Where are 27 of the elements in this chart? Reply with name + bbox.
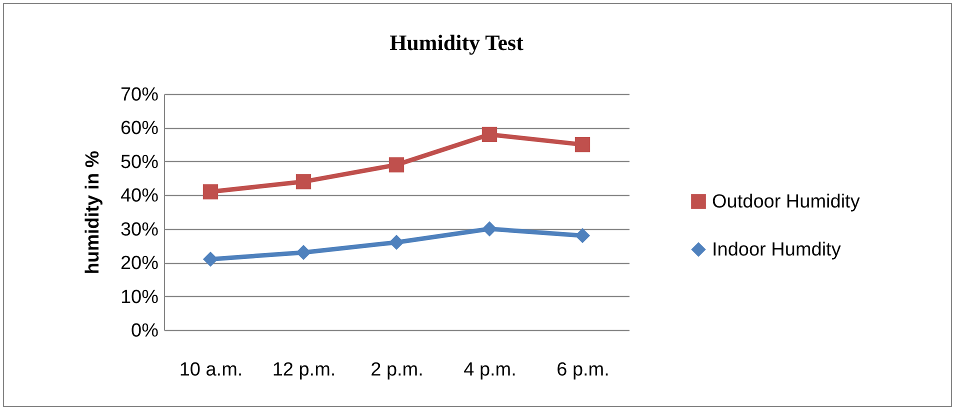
y-tick-label: 70% <box>120 84 159 106</box>
point <box>482 126 498 142</box>
y-tick-label: 50% <box>120 152 159 173</box>
y-axis-title: humidity in % <box>82 150 104 274</box>
x-tick-label: 2 p.m. <box>370 360 424 380</box>
point <box>388 234 404 250</box>
x-tick-label: 4 p.m. <box>464 360 516 380</box>
point <box>388 157 404 172</box>
x-tick-label: 10 a.m. <box>179 360 243 380</box>
y-tick-label: 60% <box>120 118 159 140</box>
y-tick-label: 30% <box>120 219 159 240</box>
y-tick-label: 40% <box>120 186 159 207</box>
x-tick-label: 6 p.m. <box>556 360 610 380</box>
point <box>202 184 218 200</box>
x-tick-label: 12 p.m. <box>272 360 336 380</box>
y-tick-label: 0% <box>131 320 159 342</box>
y-tick-label: 20% <box>120 253 159 274</box>
y-tick-label: 10% <box>120 286 159 308</box>
point <box>482 221 498 236</box>
chart-title: Humidity Test <box>390 30 524 55</box>
legend-label: Outdoor Humidity <box>712 192 860 212</box>
point <box>202 252 218 267</box>
legend-label: Indoor Humdity <box>712 240 842 260</box>
point <box>296 244 312 260</box>
point <box>574 136 590 152</box>
point <box>296 174 312 190</box>
point <box>574 228 590 244</box>
